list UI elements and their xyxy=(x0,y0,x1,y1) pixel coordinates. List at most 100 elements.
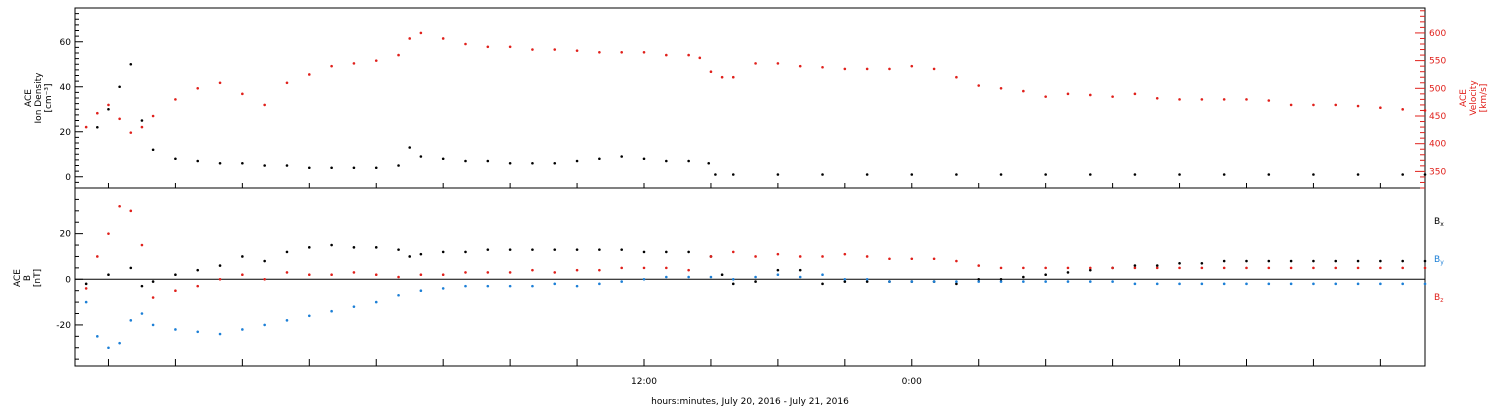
bx-point xyxy=(1022,275,1025,279)
bx-point xyxy=(731,282,735,286)
legend-bz: Bz xyxy=(1434,293,1443,304)
velocity-point xyxy=(1334,103,1338,107)
velocity-tick-label: 400 xyxy=(1429,140,1446,150)
bx-point xyxy=(1155,264,1159,267)
velocity-point xyxy=(1088,93,1092,97)
velocity-ylabel-line2: Velocity xyxy=(1469,80,1479,116)
by-point xyxy=(910,280,914,283)
velocity-point xyxy=(798,64,802,68)
bz-point xyxy=(1133,266,1137,270)
by-point xyxy=(731,277,735,281)
bottom-panel-frame xyxy=(74,187,1426,367)
velocity-point xyxy=(1200,98,1204,101)
velocity-point xyxy=(1066,92,1070,96)
velocity-point xyxy=(731,75,735,79)
by-point xyxy=(888,280,891,283)
velocity-point xyxy=(575,49,579,52)
by-point xyxy=(687,275,690,279)
bz-point xyxy=(107,232,110,235)
density-point xyxy=(419,155,423,158)
velocity-point xyxy=(620,51,623,54)
bz-point xyxy=(932,257,936,261)
density-point xyxy=(118,85,121,89)
by-point xyxy=(1044,280,1047,283)
density-point xyxy=(330,166,333,170)
velocity-point xyxy=(352,62,356,65)
density-point xyxy=(441,157,445,161)
bx-point xyxy=(843,280,847,283)
bz-point xyxy=(84,287,88,290)
density-point xyxy=(196,159,200,163)
by-point xyxy=(709,275,713,279)
bx-point xyxy=(419,252,423,256)
bx-point xyxy=(776,268,780,272)
density-point xyxy=(241,161,244,165)
bx-point xyxy=(754,280,757,283)
density-point xyxy=(1267,173,1271,176)
density-point xyxy=(910,173,914,176)
velocity-point xyxy=(1356,104,1360,108)
density-point xyxy=(307,166,311,170)
bz-point xyxy=(731,250,735,254)
density-point xyxy=(486,159,490,163)
by-point xyxy=(1111,280,1114,283)
velocity-point xyxy=(196,87,200,90)
bx-point xyxy=(352,246,356,249)
by-point xyxy=(977,280,981,283)
bx-point xyxy=(285,250,289,254)
by-point xyxy=(118,341,121,345)
velocity-point xyxy=(374,59,378,62)
density-ylabel-line2: Ion Density xyxy=(34,72,44,124)
bx-point xyxy=(1334,259,1338,263)
by-point xyxy=(642,277,646,281)
bx-point xyxy=(798,268,802,272)
density-point xyxy=(1423,173,1427,176)
velocity-point xyxy=(1044,95,1047,98)
density-point xyxy=(731,173,735,176)
bz-point xyxy=(486,271,490,274)
bz-point xyxy=(1289,266,1293,270)
bz-point xyxy=(1423,266,1427,270)
bx-point xyxy=(1289,259,1293,263)
bz-point xyxy=(1334,266,1338,270)
bz-point xyxy=(977,264,981,267)
top-left-axis: 0 20 40 60 xyxy=(60,7,83,189)
by-point xyxy=(798,275,802,279)
bz-point xyxy=(508,271,512,274)
by-point xyxy=(598,282,601,286)
velocity-point xyxy=(821,65,824,69)
bx-point xyxy=(330,243,333,247)
density-point xyxy=(151,148,155,152)
velocity-point xyxy=(531,48,534,51)
density-point xyxy=(553,161,557,165)
density-point xyxy=(263,164,266,167)
density-point xyxy=(1133,173,1137,176)
by-point xyxy=(1334,282,1338,286)
bz-point xyxy=(1245,266,1248,270)
bx-point xyxy=(263,259,266,263)
bz-point xyxy=(1155,266,1159,270)
velocity-point xyxy=(464,42,467,46)
bx-point xyxy=(1267,259,1271,263)
velocity-point xyxy=(140,125,144,129)
by-point xyxy=(285,319,289,322)
bx-point xyxy=(1066,271,1070,274)
density-point xyxy=(218,161,222,165)
density-point xyxy=(352,166,356,170)
density-point xyxy=(1312,173,1315,176)
velocity-point xyxy=(330,64,333,68)
by-point xyxy=(776,273,780,277)
velocity-ylabel-line3: [km/s] xyxy=(1479,84,1489,113)
density-point xyxy=(999,173,1003,176)
velocity-point xyxy=(118,117,121,121)
velocity-point xyxy=(1133,92,1137,96)
bx-point xyxy=(1356,259,1360,263)
velocity-tick-label: 600 xyxy=(1429,29,1446,39)
bx-point xyxy=(129,266,133,270)
by-point xyxy=(508,284,512,288)
velocity-point xyxy=(107,103,110,107)
top-panel-frame xyxy=(74,7,1426,189)
bx-point xyxy=(865,280,869,283)
by-point xyxy=(1133,282,1137,286)
density-point xyxy=(1044,173,1047,176)
